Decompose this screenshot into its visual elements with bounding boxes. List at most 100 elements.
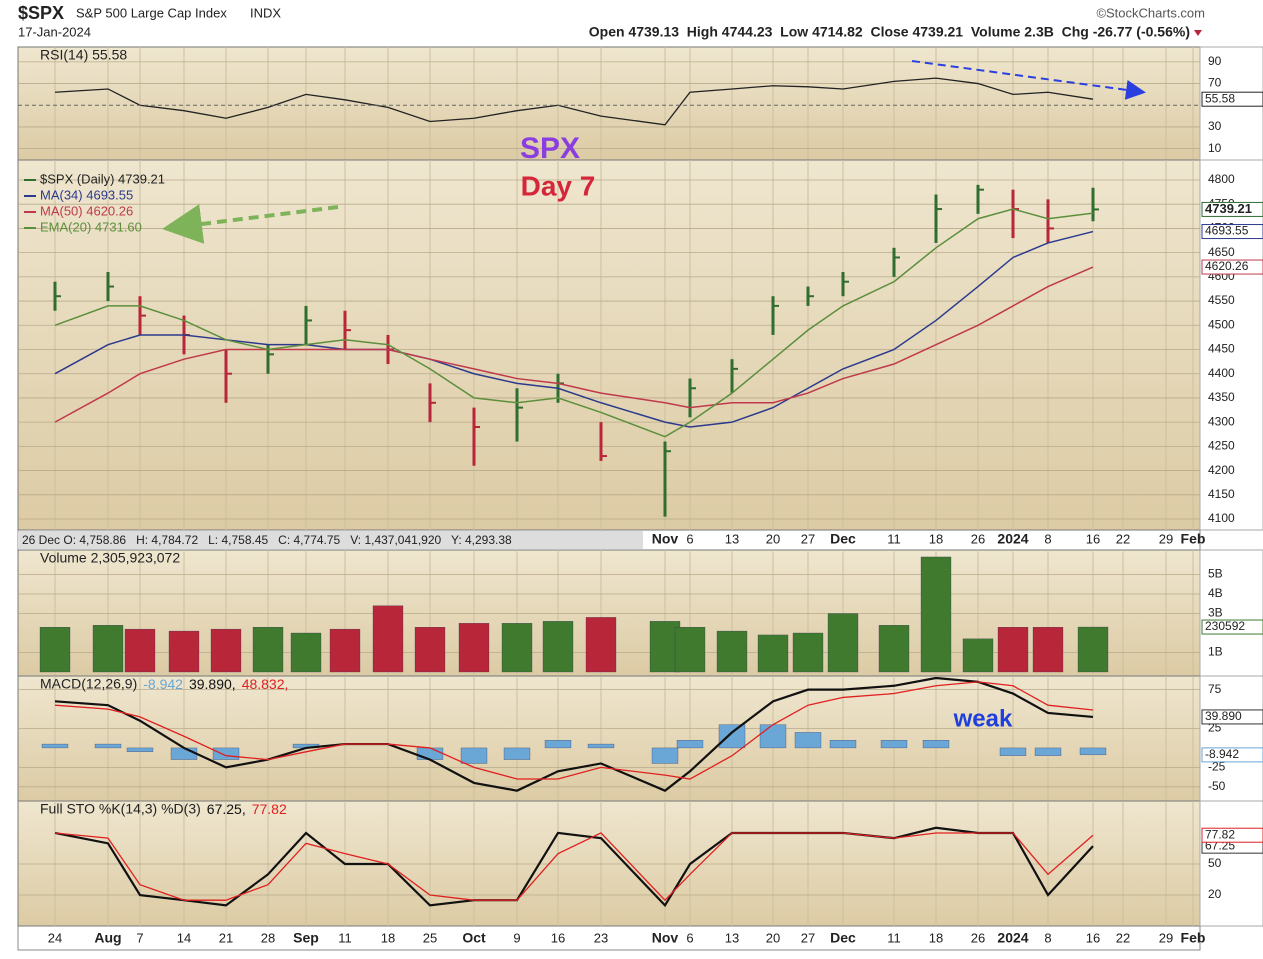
- bar: [794, 732, 822, 749]
- x-tick-label: 8: [1044, 930, 1051, 945]
- x-tick-label: 6: [686, 930, 693, 945]
- x-tick-label: 6: [686, 531, 693, 546]
- series-line: [54, 230, 1094, 428]
- bar: [124, 628, 156, 673]
- right-axis: [1199, 675, 1263, 802]
- legend-value: 77.82: [252, 801, 287, 817]
- y-tick-label: 10: [1208, 141, 1222, 155]
- x-tick-label: 28: [261, 930, 275, 945]
- y-tick-label: 20: [1208, 887, 1222, 901]
- x-tick-label: 16: [1086, 531, 1100, 546]
- last-value-box: [1201, 259, 1263, 275]
- last-value-box: [1201, 91, 1263, 107]
- bar: [39, 627, 71, 673]
- bar: [827, 613, 859, 673]
- date: 17-Jan-2024: [18, 24, 91, 39]
- y-tick-label: 4150: [1208, 487, 1235, 501]
- bar: [290, 632, 322, 673]
- last-value: 4739.21: [1205, 201, 1252, 216]
- y-tick-label: 4650: [1208, 245, 1235, 259]
- bar: [759, 724, 787, 749]
- x-tick-label: 8: [1044, 531, 1051, 546]
- bar: [41, 743, 69, 749]
- bar: [212, 747, 240, 760]
- bar: [716, 630, 748, 673]
- bar: [997, 627, 1029, 673]
- y-tick-label: 75: [1208, 682, 1222, 696]
- quote: Open 4739.13 High 4744.23 Low 4714.82 Cl…: [589, 24, 1190, 40]
- bar: [674, 627, 706, 673]
- x-tick-label: 18: [929, 930, 943, 945]
- y-tick-label: 3B: [1208, 606, 1223, 620]
- bar: [920, 556, 952, 673]
- bar: [170, 747, 198, 760]
- x-tick-label: 29: [1159, 531, 1173, 546]
- bar: [372, 605, 404, 673]
- last-value: 4693.55: [1205, 224, 1249, 238]
- y-tick-label: 90: [1208, 54, 1222, 68]
- right-axis: [1199, 159, 1263, 531]
- x-tick-label: 27: [801, 531, 815, 546]
- bar: [126, 747, 154, 752]
- y-tick-label: 4550: [1208, 293, 1235, 307]
- bar: [458, 623, 490, 673]
- panel-title: RSI(14) 55.58: [40, 47, 127, 63]
- last-value: 4620.26: [1205, 259, 1249, 273]
- bar: [252, 627, 284, 673]
- x-tick-label: Nov: [652, 930, 679, 946]
- x-tick-label: Sep: [293, 930, 319, 946]
- legend-entry: MA(34) 4693.55: [40, 187, 133, 202]
- y-tick-label: 1B: [1208, 645, 1223, 659]
- last-value-box: [1201, 224, 1263, 240]
- bar: [460, 747, 488, 764]
- x-tick-label: 18: [929, 531, 943, 546]
- panel: [17, 46, 1201, 161]
- bar: [922, 740, 950, 749]
- panel-title: Volume 2,305,923,072: [40, 550, 180, 566]
- x-tick-label: Aug: [94, 930, 121, 946]
- x-tick-label: 20: [766, 531, 780, 546]
- x-tick-label: 2024: [997, 930, 1028, 946]
- y-tick-label: 30: [1208, 119, 1222, 133]
- last-value: 77.82: [1205, 827, 1235, 841]
- panel: [17, 159, 1201, 531]
- info-box: [18, 531, 643, 549]
- x-tick-label: 16: [1086, 930, 1100, 945]
- y-tick-label: 4800: [1208, 172, 1235, 186]
- right-axis: [1199, 800, 1263, 927]
- right-axis: [1199, 549, 1263, 677]
- last-value-box: [1201, 201, 1263, 217]
- y-tick-label: -25: [1208, 760, 1226, 774]
- brand: ©StockCharts.com: [1096, 5, 1205, 20]
- panel-title: MACD(12,26,9) -8.942 39.890, 48.832,: [40, 676, 288, 692]
- x-tick-label: 22: [1116, 531, 1130, 546]
- bar: [1079, 747, 1107, 756]
- bar: [94, 743, 122, 749]
- series-line: [54, 681, 1094, 780]
- x-tick-label: 11: [887, 531, 901, 546]
- series-line: [54, 826, 1094, 908]
- legend-value: 48.832,: [242, 676, 289, 692]
- info-line: 26 Dec O: 4,758.86 H: 4,784.72 L: 4,758.…: [22, 533, 512, 547]
- x-tick-label: 18: [381, 930, 395, 945]
- down-icon: [1194, 30, 1202, 36]
- legend-entry: $SPX (Daily) 4739.21: [40, 171, 165, 186]
- x-tick-label: 14: [177, 930, 191, 945]
- x-tick-label: Nov: [652, 531, 679, 547]
- bar: [587, 743, 615, 749]
- y-tick-label: -50: [1208, 779, 1226, 793]
- y-tick-label: 4300: [1208, 414, 1235, 428]
- last-value: -8.942: [1205, 747, 1239, 761]
- y-tick-label: 5B: [1208, 567, 1223, 581]
- bar: [792, 632, 824, 673]
- series-line: [54, 266, 1094, 423]
- panel-title: Full STO %K(14,3) %D(3) 67.25, 77.82: [40, 801, 287, 817]
- y-tick-label: 4100: [1208, 511, 1235, 525]
- x-tick-label: Feb: [1181, 531, 1206, 547]
- x-tick-label: 25: [423, 930, 437, 945]
- series-line: [54, 208, 1094, 438]
- bar: [501, 623, 533, 673]
- bar: [1077, 626, 1109, 673]
- x-tick-label: Oct: [462, 930, 486, 946]
